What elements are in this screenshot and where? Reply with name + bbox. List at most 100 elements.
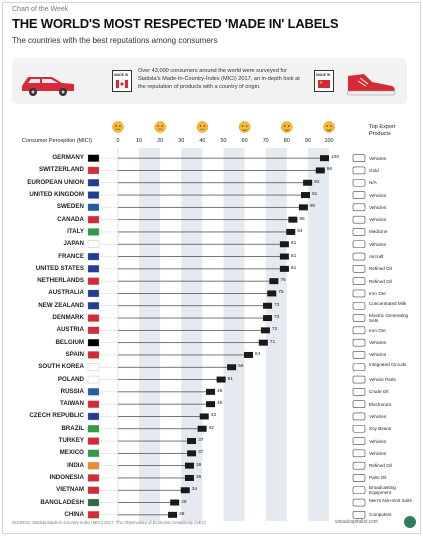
bar-stem [118,194,311,196]
bar-stem [118,182,313,184]
car-icon [352,191,366,199]
country-label: VIETNAM [56,486,84,494]
bean-icon [352,424,366,433]
emoji-face-icon [281,121,293,133]
country-flag-icon [87,498,100,507]
bar-head [184,462,194,469]
value-label: 92 [314,179,320,185]
country-flag-icon [87,437,100,445]
bar-head [279,241,289,248]
value-label: 73 [274,302,280,308]
value-label: 36 [195,462,202,468]
bar-stem [118,256,289,257]
source-note: SOURCE: Statista Made-in-Country-Index (… [12,520,207,525]
country-label: BANGLADESH [40,498,84,506]
emoji-face-icon [154,121,166,133]
generator-icon [352,314,366,322]
page-title: THE WORLD'S MOST RESPECTED 'MADE IN' LAB… [12,16,339,31]
bar-head [187,450,197,457]
car-icon [352,154,366,162]
car-illustration [22,77,74,96]
oil-icon [352,265,366,273]
country-flag-icon [87,449,100,458]
bar-head [279,265,289,272]
intro-panel [12,58,407,104]
value-label: 76 [280,278,286,284]
suit-icon [352,498,366,507]
bar-head [206,401,216,408]
export-product-label: Iron Ore [369,327,386,333]
palm-icon [352,474,366,482]
value-label: 71 [269,339,276,345]
x-tick-label: 30 [178,138,185,144]
value-label: 51 [227,376,233,382]
value-label: 91 [312,192,318,198]
bar-head [168,511,178,518]
country-flag-icon [87,289,100,298]
export-products-header: Top Export Products [369,124,396,137]
page-subtitle: The countries with the best reputations … [12,36,218,45]
country-label: EUROPEAN UNION [27,178,84,186]
country-label: AUSTRALIA [48,289,84,297]
bar-head [260,327,270,334]
bar-stem [118,477,194,479]
export-product-label: Vehicles [369,217,387,223]
export-product-label: Vehicles [369,155,387,161]
made-in-label-left: MADE IN [114,73,129,77]
export-product-label: Vehicles [369,352,387,358]
country-flag-icon [87,412,100,421]
value-label: 28 [179,511,185,517]
bar-head [216,376,226,383]
value-label: 43 [210,413,217,419]
bar-stem [118,465,194,467]
value-label: 37 [198,450,204,456]
bar-stem [118,391,216,393]
country-label: ITALY [67,227,84,235]
plane-icon [352,252,366,261]
car-icon [352,437,366,445]
export-product-label: Broadcasting Equipment [369,485,396,496]
bar-head [227,364,237,371]
oil-icon [352,388,366,396]
bar-head [279,253,289,260]
bar-stem [118,231,296,233]
x-tick-label: 100 [324,138,334,144]
country-label: GERMANY [52,154,84,162]
country-label: SWITZERLAND [38,166,84,174]
country-flag-icon [87,302,100,310]
country-label: DENMARK [52,314,84,322]
country-flag-icon [87,179,100,187]
export-product-label: Electronics [369,401,392,407]
medicine-icon [352,228,366,236]
value-label: 100 [331,155,340,161]
emoji-eye-icon [330,125,332,127]
bar-head [263,315,273,322]
milk-icon [352,301,366,310]
emoji-eye-icon [288,125,290,127]
brand-text: visualcapitalist.com [335,519,379,525]
country-label: INDONESIA [49,473,84,481]
country-label: SPAIN [65,350,84,358]
bar-stem [118,502,180,503]
emoji-face-icon [112,121,124,133]
value-label: 36 [195,474,202,480]
x-tick-label: 60 [241,138,248,144]
bar-head [187,438,197,445]
bar-stem [118,342,268,344]
bar-head [199,413,209,420]
x-tick-label: 70 [262,138,269,144]
car-icon [352,375,366,384]
country-flag-icon [87,351,100,359]
export-product-label: Refined Oil [369,278,392,284]
export-product-label: Crude Oil [369,389,389,395]
country-flag-icon [87,314,100,322]
x-tick-label: 10 [136,138,143,144]
grid-band [307,148,329,521]
chart-of-week-ribbon: Chart of the Week [12,6,69,13]
country-label: UNITED STATES [35,264,84,272]
bar-stem [118,452,197,454]
export-product-label: Refined Oil [369,463,392,469]
x-tick-label: 0 [116,138,120,144]
broadcast-icon [352,486,366,495]
